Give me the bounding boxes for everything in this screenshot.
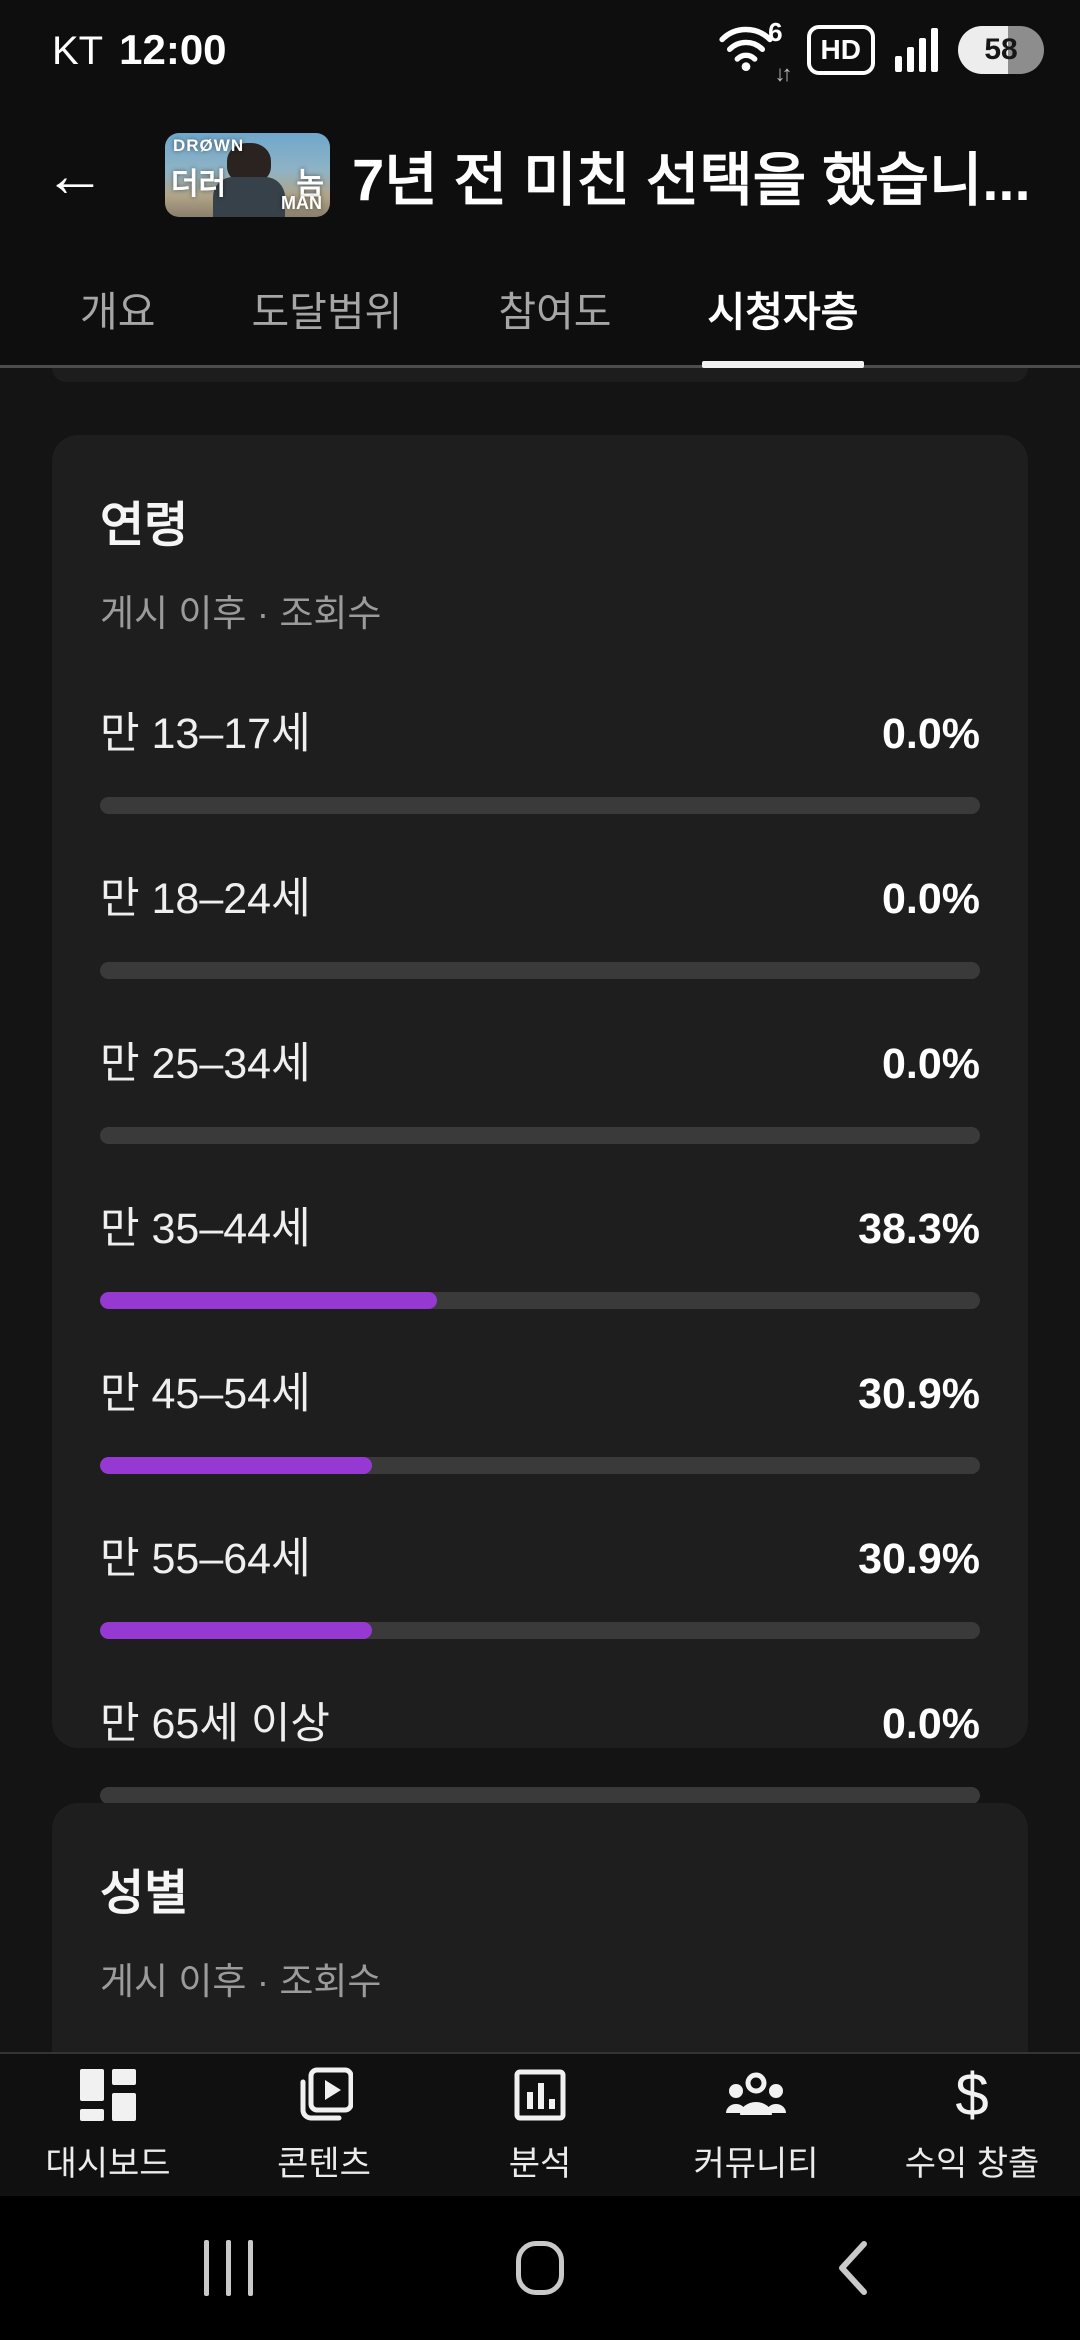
- home-icon: [516, 2241, 564, 2295]
- video-thumbnail[interactable]: DRØWN 더러 놈 MAN: [165, 133, 330, 217]
- nav-item-community[interactable]: 커뮤니티: [648, 2054, 864, 2196]
- age-group-label: 만 35–44세: [100, 1205, 311, 1253]
- age-bar-fill: [100, 1622, 372, 1639]
- android-back-button[interactable]: [812, 2228, 892, 2308]
- tab-overview[interactable]: 개요: [80, 250, 155, 365]
- monetization-dollar-icon: $: [955, 2060, 989, 2128]
- thumbnail-text-center-right: 놈: [296, 168, 324, 201]
- community-icon: [724, 2066, 788, 2124]
- thumbnail-text-top-left: DRØWN: [173, 136, 245, 155]
- wifi-updown-arrows-icon: ↓↑: [774, 61, 793, 86]
- age-demographics-card: 연령 게시 이후 · 조회수 만 13–17세 0.0% 만 18–24세 0.…: [52, 435, 1028, 1804]
- age-bar-track: [100, 1622, 980, 1639]
- nav-label: 대시보드: [45, 2144, 171, 2183]
- recents-icon: [203, 2240, 253, 2296]
- status-bar: KT 12:00 6 ↓↑ HD 58: [0, 0, 1080, 100]
- thumbnail-text-center-left: 더러: [171, 168, 227, 201]
- thumbnail-person-body: [213, 177, 285, 217]
- tab-reach[interactable]: 도달범위: [251, 250, 402, 365]
- age-bar-track: [100, 962, 980, 979]
- status-left: KT 12:00: [52, 26, 227, 74]
- age-bar-fill: [100, 1457, 372, 1474]
- android-back-icon: [839, 2241, 867, 2295]
- age-rows: 만 13–17세 0.0% 만 18–24세 0.0%: [100, 699, 980, 1804]
- age-group-percent: 0.0%: [881, 710, 980, 758]
- age-row-25-34: 만 25–34세 0.0%: [100, 1029, 980, 1144]
- recents-button[interactable]: [188, 2228, 268, 2308]
- age-row-35-44: 만 35–44세 38.3%: [100, 1194, 980, 1309]
- status-time: 12:00: [119, 26, 227, 73]
- age-bar-track: [100, 1127, 980, 1144]
- age-card-title: 연령: [100, 499, 189, 552]
- age-group-label: 만 55–64세: [100, 1535, 311, 1583]
- age-group-label: 만 13–17세: [100, 710, 311, 758]
- gender-card-title: 성별: [100, 1867, 189, 1920]
- dashboard-icon: [80, 2066, 136, 2124]
- android-navigation-bar: [0, 2196, 1080, 2340]
- age-group-percent: 0.0%: [881, 875, 980, 923]
- tab-engagement[interactable]: 참여도: [498, 250, 611, 365]
- age-group-label: 만 65세 이상: [100, 1700, 330, 1748]
- carrier-label: KT: [52, 29, 104, 73]
- nav-label: 커뮤니티: [693, 2144, 819, 2183]
- previous-card-bottom-edge: [52, 368, 1028, 382]
- nav-item-analytics[interactable]: 분석: [432, 2054, 648, 2196]
- app-header: ← DRØWN 더러 놈 MAN 7년 전 미친 선택을 했습니...: [0, 100, 1080, 250]
- age-row-55-64: 만 55–64세 30.9%: [100, 1524, 980, 1639]
- video-title: 7년 전 미친 선택을 했습니...: [352, 148, 1031, 213]
- analytics-tab-bar: 개요 도달범위 참여도 시청자층: [0, 250, 1080, 368]
- gender-card-subtitle: 게시 이후 · 조회수: [100, 1961, 382, 2002]
- age-bar-fill: [100, 1292, 438, 1309]
- age-bar-track: [100, 1457, 980, 1474]
- nav-item-content[interactable]: 콘텐츠: [216, 2054, 432, 2196]
- status-right: 6 ↓↑ HD 58: [717, 17, 1044, 86]
- age-row-65-plus: 만 65세 이상 0.0%: [100, 1689, 980, 1804]
- age-group-percent: 30.9%: [858, 1370, 980, 1418]
- gender-demographics-card: 성별 게시 이후 · 조회수: [52, 1803, 1028, 2052]
- nav-label: 콘텐츠: [277, 2144, 371, 2183]
- thumbnail-text-bottom-right: MAN: [281, 193, 322, 213]
- content-icon: [295, 2066, 353, 2124]
- tab-audience[interactable]: 시청자층: [701, 250, 865, 368]
- age-row-45-54: 만 45–54세 30.9%: [100, 1359, 980, 1474]
- wifi-6-label: 6: [768, 17, 783, 47]
- age-bar-track: [100, 1787, 980, 1804]
- age-row-13-17: 만 13–17세 0.0%: [100, 699, 980, 814]
- battery-indicator: 58: [958, 26, 1044, 74]
- nav-label: 수익 창출: [904, 2144, 1040, 2183]
- wifi-icon: 6 ↓↑: [717, 17, 793, 86]
- age-group-percent: 0.0%: [881, 1040, 980, 1088]
- age-group-label: 만 45–54세: [100, 1370, 311, 1418]
- age-group-label: 만 25–34세: [100, 1040, 311, 1088]
- age-bar-track: [100, 1292, 980, 1309]
- nav-item-monetization[interactable]: $ 수익 창출: [864, 2054, 1080, 2196]
- age-group-percent: 0.0%: [881, 1700, 980, 1748]
- age-bar-track: [100, 797, 980, 814]
- hd-volte-icon: HD: [806, 25, 875, 75]
- age-card-subtitle: 게시 이후 · 조회수: [100, 593, 382, 634]
- back-arrow-icon: ←: [44, 140, 106, 210]
- home-button[interactable]: [500, 2228, 580, 2308]
- age-group-label: 만 18–24세: [100, 875, 311, 923]
- age-group-percent: 38.3%: [858, 1205, 980, 1253]
- nav-item-dashboard[interactable]: 대시보드: [0, 2054, 216, 2196]
- scroll-content[interactable]: 연령 게시 이후 · 조회수 만 13–17세 0.0% 만 18–24세 0.…: [0, 368, 1080, 2052]
- age-group-percent: 30.9%: [858, 1535, 980, 1583]
- nav-label: 분석: [508, 2144, 572, 2183]
- age-row-18-24: 만 18–24세 0.0%: [100, 864, 980, 979]
- bottom-navigation: 대시보드 콘텐츠 분석: [0, 2052, 1080, 2196]
- back-button[interactable]: ←: [20, 120, 130, 230]
- thumbnail-person-head: [227, 143, 271, 183]
- analytics-icon: [512, 2066, 568, 2124]
- signal-strength-icon: [895, 28, 938, 72]
